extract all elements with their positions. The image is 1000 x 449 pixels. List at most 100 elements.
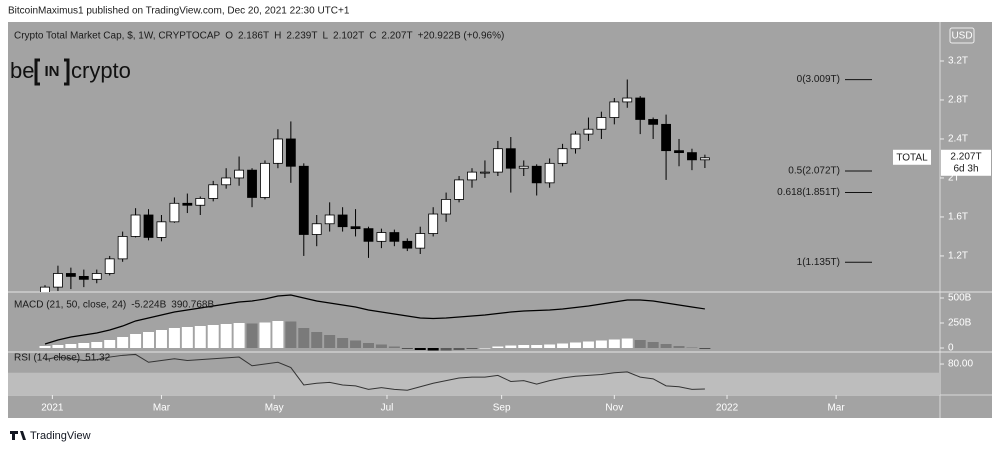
histogram-bar: [194, 326, 206, 348]
legend-text: 2.207T: [381, 31, 412, 42]
candle-body: [674, 150, 684, 154]
legend-text: -5.224B: [131, 300, 166, 311]
footer-brand: TradingView: [30, 430, 91, 442]
legend-text: 390.768B: [171, 300, 214, 311]
legend-text: O: [225, 31, 233, 42]
histogram-bar: [207, 325, 219, 348]
pane: [39, 294, 711, 351]
legend-text: Crypto Total Market Cap, $, 1W, CRYPTOCA…: [14, 31, 221, 42]
candle-body: [350, 226, 361, 230]
candle-body: [583, 128, 594, 135]
logo-middle: IN: [45, 63, 60, 80]
histogram-bar: [117, 337, 129, 348]
logo-bracket: [34, 58, 70, 86]
candle-body: [234, 169, 244, 179]
candle-body: [609, 101, 620, 118]
candle-body: [143, 214, 154, 238]
histogram-bar: [337, 338, 349, 348]
candle-body: [53, 273, 63, 288]
legend-text: RSI (14, close): [14, 353, 80, 364]
histogram-bar: [181, 327, 193, 348]
macd-line: [44, 294, 705, 345]
histogram-bar: [104, 340, 116, 348]
histogram-bar: [686, 347, 698, 348]
y-tick-label: 3.2T: [948, 56, 968, 67]
histogram-bar: [130, 334, 142, 348]
candle-body: [337, 214, 348, 228]
candle-body: [428, 213, 439, 234]
candle-body: [182, 202, 193, 206]
histogram-bar: [220, 324, 232, 348]
symbol-tag-box: [893, 149, 931, 165]
histogram-bar: [557, 343, 569, 348]
histogram-bar: [388, 346, 400, 348]
candle-body: [311, 223, 322, 235]
last-price-box: [941, 149, 991, 176]
pane: [40, 79, 710, 292]
x-tick-label: Mar: [153, 403, 171, 414]
candle-body: [221, 177, 232, 186]
candle-body: [687, 152, 697, 161]
histogram-bar: [52, 345, 64, 348]
histogram-bar: [246, 323, 258, 348]
histogram-bar: [505, 345, 517, 348]
y-tick-label: 1.2T: [948, 251, 968, 262]
candle-body: [661, 123, 671, 152]
pane: [8, 353, 940, 395]
y-tick-label: 2.4T: [948, 134, 968, 145]
y-tick-label: 250B: [948, 318, 972, 329]
histogram-bar: [518, 345, 530, 348]
legend-text: MACD (21, 50, close, 24): [14, 300, 126, 311]
histogram-bar: [350, 340, 362, 348]
histogram-bar: [466, 348, 478, 349]
candle-body: [130, 214, 141, 237]
candle-body: [622, 97, 633, 103]
legend-text: +20.922B (+0.96%): [418, 31, 505, 42]
candle-body: [518, 165, 529, 169]
histogram-bar: [660, 344, 672, 348]
histogram-bar: [91, 342, 103, 348]
candle-body: [78, 276, 89, 280]
y-tick-label: 80.00: [948, 359, 973, 370]
rsi-band: [8, 372, 940, 395]
histogram-bar: [595, 340, 607, 348]
histogram-bar: [311, 332, 323, 348]
symbol-tag: TOTAL: [896, 152, 928, 163]
candle-body: [402, 240, 413, 249]
histogram-bar: [673, 346, 685, 348]
histogram-bar: [155, 330, 167, 348]
last-price-label: 2.207T: [950, 151, 981, 162]
publisher-line: BitcoinMaximus1 published on TradingView…: [8, 6, 350, 17]
candle-body: [40, 286, 50, 292]
histogram-bar: [453, 348, 465, 350]
logo-right: crypto: [71, 58, 131, 83]
histogram-bar: [427, 348, 439, 351]
y-tick-label: 2.8T: [948, 95, 968, 106]
fib-label: 0(3.009T): [797, 74, 840, 85]
candle-body: [260, 162, 270, 198]
currency-label: USD: [951, 31, 972, 42]
histogram-bar: [621, 338, 633, 348]
histogram-bar: [531, 345, 543, 348]
x-tick-label: 2022: [716, 403, 739, 414]
candle-body: [570, 133, 581, 150]
fib-label: 1(1.135T): [797, 257, 840, 268]
currency-button[interactable]: [949, 27, 975, 44]
histogram-bar: [544, 344, 556, 348]
histogram-bar: [401, 348, 413, 349]
histogram-bar: [78, 343, 90, 348]
candle-body: [117, 236, 128, 260]
candle-body: [531, 165, 542, 184]
histogram-bar: [259, 322, 271, 348]
candle-body: [699, 157, 710, 161]
legend-text: H: [274, 31, 281, 42]
histogram-bar: [362, 343, 374, 348]
legend-text: 51.32: [85, 353, 110, 364]
histogram-bar: [414, 348, 426, 350]
x-tick-label: May: [265, 403, 284, 414]
logo-left: be: [10, 58, 34, 83]
histogram-bar: [647, 342, 659, 348]
fib-label: 0.5(2.072T): [788, 166, 840, 177]
